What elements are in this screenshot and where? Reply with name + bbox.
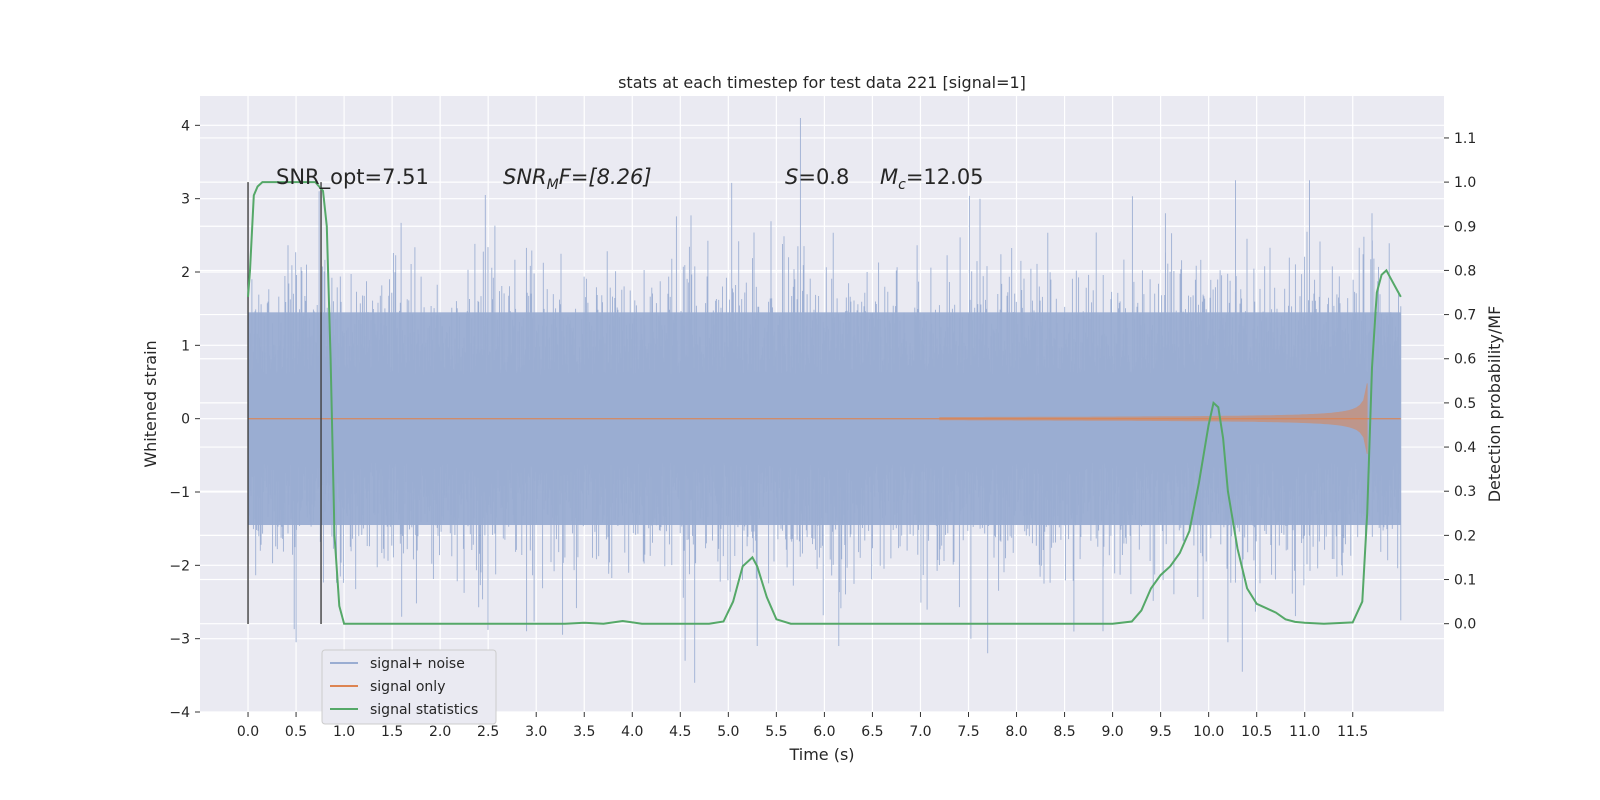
- x-tick-label: 5.0: [717, 724, 739, 740]
- x-tick-label: 9.0: [1101, 724, 1123, 740]
- x-tick-label: 7.5: [957, 724, 979, 740]
- y-right-tick-label: 0.8: [1454, 263, 1476, 279]
- y-tick-label: 3: [181, 192, 190, 208]
- x-tick-label: 4.0: [621, 724, 643, 740]
- legend-label-signal: signal only: [370, 679, 445, 695]
- x-tick-label: 11.0: [1289, 724, 1320, 740]
- x-tick-label: 10.5: [1241, 724, 1272, 740]
- annotation-s-value: =0.8: [798, 165, 849, 189]
- y-axis-label: Whitened strain: [141, 340, 160, 467]
- y-tick-label: −4: [169, 705, 190, 721]
- y-right-tick-label: 1.0: [1454, 175, 1476, 191]
- x-tick-label: 7.0: [909, 724, 931, 740]
- x-tick-label: 1.5: [381, 724, 403, 740]
- chart-title: stats at each timestep for test data 221…: [618, 73, 1026, 92]
- signal-statistics-series: [247, 181, 1402, 625]
- x-tick-label: 8.0: [1005, 724, 1027, 740]
- signal-only-series: [248, 383, 1401, 454]
- x-tick-label: 3.0: [525, 724, 547, 740]
- legend: signal+ noise signal only signal statist…: [321, 649, 497, 725]
- y-right-tick-label: 0.1: [1454, 573, 1476, 589]
- x-tick-label: 9.5: [1149, 724, 1171, 740]
- x-tick-label: 10.0: [1193, 724, 1224, 740]
- y-right-tick-label: 1.1: [1454, 131, 1476, 147]
- annotation-mc-value: =12.05: [906, 165, 984, 189]
- annotation-s: S=0.8: [785, 165, 849, 189]
- x-axis-label: Time (s): [788, 745, 854, 764]
- signal-chirp: [939, 383, 1368, 454]
- annotation-mc: Mc=12.05: [880, 165, 984, 193]
- y-right-tick-label: 0.9: [1454, 219, 1476, 235]
- legend-box: [321, 649, 497, 725]
- window-markers: [247, 182, 322, 624]
- y-tick-label: −2: [169, 558, 190, 574]
- stats-line: [247, 181, 1402, 625]
- y-tick-label: −3: [169, 632, 190, 648]
- y-right-tick-label: 0.6: [1454, 352, 1476, 368]
- x-tick-label: 2.0: [429, 724, 451, 740]
- x-tick-label: 3.5: [573, 724, 595, 740]
- annotation-snr-mf-sub: M: [547, 177, 559, 193]
- x-tick-label: 8.5: [1053, 724, 1075, 740]
- y-right-tick-label: 0.2: [1454, 528, 1476, 544]
- x-tick-label: 11.5: [1337, 724, 1368, 740]
- x-tick-label: 2.5: [477, 724, 499, 740]
- x-tick-label: 4.5: [669, 724, 691, 740]
- annotation-snr-mf-prefix: SNR: [503, 165, 547, 189]
- x-axis-ticks: 0.0 0.5 1.0 1.5 2.0 2.5 3.0 3.5 4.0 4.5 5.0 5.5 6.0 6…: [237, 712, 1368, 740]
- y-right-tick-label: 0.4: [1454, 440, 1476, 456]
- y-tick-label: 1: [181, 338, 190, 354]
- annotation-snr-mf-suffix: F=[8.26]: [559, 165, 652, 189]
- legend-label-noise: signal+ noise: [370, 656, 465, 672]
- y-tick-label: 2: [181, 265, 190, 281]
- annotation-mc-label: M: [880, 165, 898, 189]
- y-tick-label: 4: [181, 118, 190, 134]
- y-axis-ticks: −4 −3 −2 −1 0 1 2 3 4: [169, 118, 200, 721]
- x-tick-label: 1.0: [333, 724, 355, 740]
- y-right-tick-label: 0.0: [1454, 617, 1476, 633]
- x-tick-label: 6.0: [813, 724, 835, 740]
- y-right-tick-label: 0.5: [1454, 396, 1476, 412]
- x-tick-label: 5.5: [765, 724, 787, 740]
- y-right-tick-label: 0.3: [1454, 484, 1476, 500]
- y-right-tick-label: 0.7: [1454, 308, 1476, 324]
- y-axis-right-ticks: 0.0 0.1 0.2 0.3 0.4 0.5 0.6 0.7 0.8 0.9 1.0 1.1: [1444, 131, 1476, 633]
- x-tick-label: 6.5: [861, 724, 883, 740]
- legend-label-stats: signal statistics: [370, 702, 478, 718]
- y-axis-right-label: Detection probability/MF: [1485, 306, 1504, 503]
- annotation-snr-opt: SNR_opt=7.51: [276, 165, 429, 190]
- x-tick-label: 0.0: [237, 724, 259, 740]
- y-tick-label: −1: [169, 485, 190, 501]
- annotation-s-label: S: [785, 165, 798, 189]
- y-tick-label: 0: [181, 412, 190, 428]
- x-tick-label: 0.5: [285, 724, 307, 740]
- annotation-snr-mf: SNRMF=[8.26]: [503, 165, 652, 193]
- annotation-mc-sub: c: [898, 177, 906, 193]
